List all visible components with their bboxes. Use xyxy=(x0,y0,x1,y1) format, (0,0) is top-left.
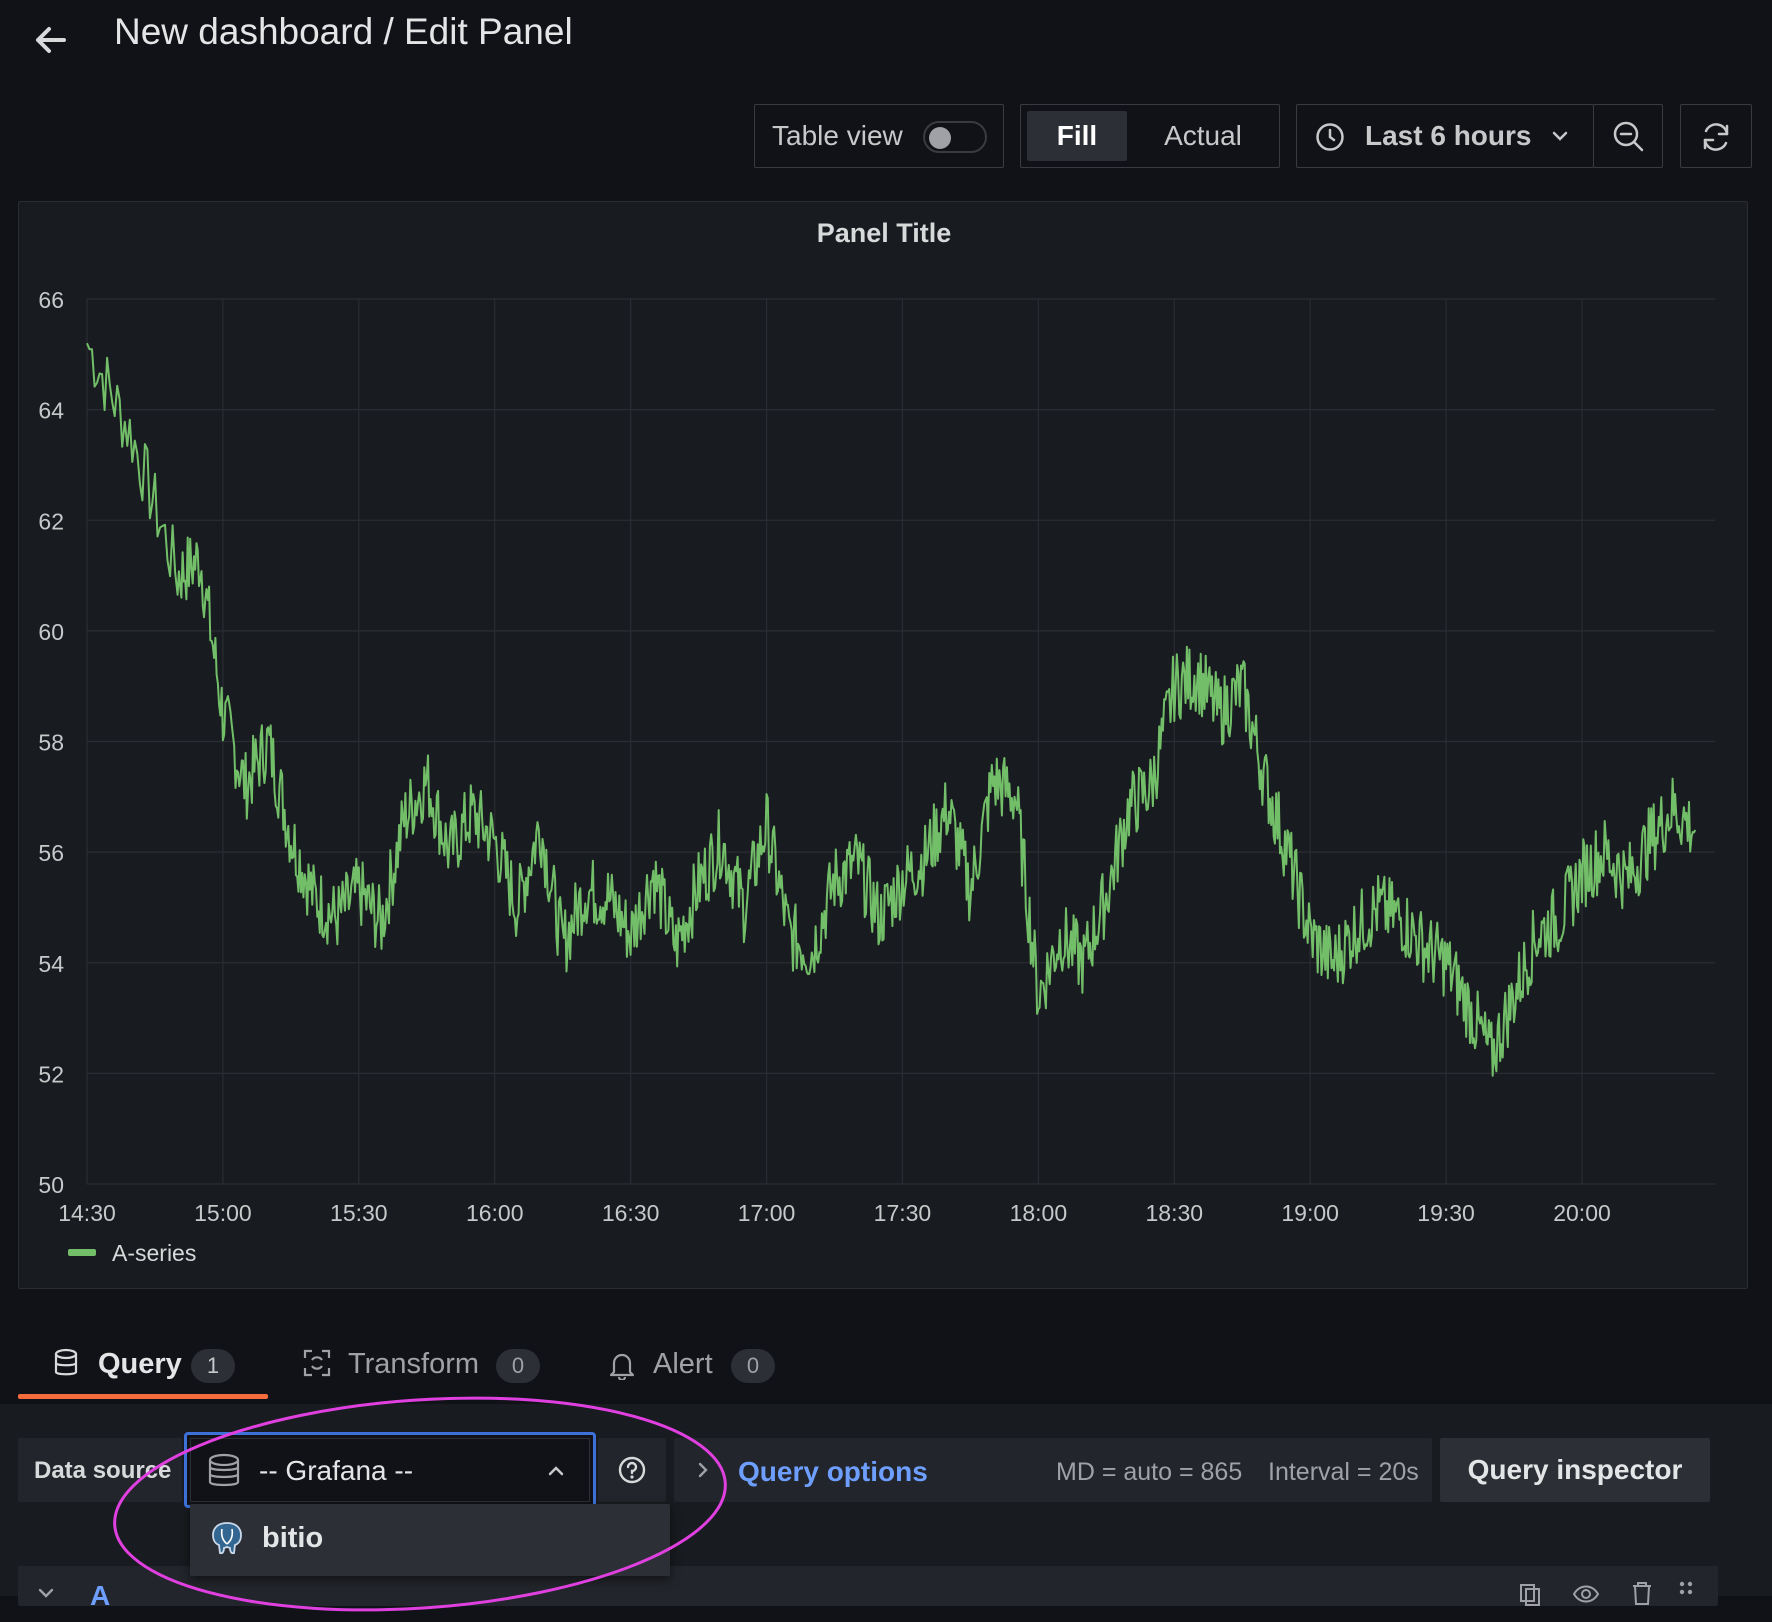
tab-query-label: Query xyxy=(98,1348,182,1380)
database-icon xyxy=(207,1453,241,1489)
tab-alert-label: Alert xyxy=(653,1348,713,1380)
chevron-right-icon[interactable] xyxy=(696,1461,710,1479)
chevron-up-icon xyxy=(547,1463,565,1477)
time-range-label: Last 6 hours xyxy=(1365,120,1532,151)
clock-icon xyxy=(1315,122,1345,152)
actual-button[interactable]: Actual xyxy=(1131,111,1275,161)
panel: Panel Title xyxy=(18,201,1748,1289)
trash-icon[interactable] xyxy=(1630,1580,1654,1606)
duplicate-icon[interactable] xyxy=(1518,1582,1542,1606)
tab-alert[interactable]: Alert 0 xyxy=(605,1340,805,1400)
drag-handle-icon[interactable] xyxy=(1678,1580,1694,1606)
fill-button[interactable]: Fill xyxy=(1027,111,1127,161)
tab-query-count: 1 xyxy=(191,1349,235,1383)
tab-transform-label: Transform xyxy=(348,1348,480,1380)
actual-label: Actual xyxy=(1164,120,1242,151)
help-icon xyxy=(617,1455,647,1485)
tab-transform[interactable]: Transform 0 xyxy=(300,1340,550,1400)
zoom-out-icon xyxy=(1612,120,1646,154)
eye-icon[interactable] xyxy=(1572,1582,1600,1606)
data-source-select[interactable]: -- Grafana -- xyxy=(184,1432,596,1508)
tab-transform-count: 0 xyxy=(496,1349,540,1383)
back-arrow-icon[interactable] xyxy=(30,20,70,60)
collapse-chevron-icon[interactable] xyxy=(38,1588,54,1600)
refresh-icon xyxy=(1699,120,1733,154)
data-source-dropdown-menu: bitio xyxy=(190,1504,670,1576)
data-source-help-button[interactable] xyxy=(598,1438,666,1502)
transform-icon xyxy=(302,1348,332,1378)
tab-alert-count: 0 xyxy=(731,1349,775,1383)
fill-actual-group: Fill Actual xyxy=(1020,104,1280,168)
query-inspector-button[interactable]: Query inspector xyxy=(1440,1438,1710,1502)
data-source-value: -- Grafana -- xyxy=(259,1455,414,1486)
panel-title[interactable]: Panel Title xyxy=(816,218,952,248)
dropdown-option-bitio[interactable]: bitio xyxy=(190,1504,670,1576)
time-range-picker[interactable]: Last 6 hours xyxy=(1296,104,1594,168)
tab-query[interactable]: Query 1 xyxy=(18,1340,268,1400)
page-title: New dashboard / Edit Panel xyxy=(114,11,573,52)
table-view-label: Table view xyxy=(772,120,903,151)
postgresql-icon xyxy=(210,1520,244,1556)
data-source-label: Data source xyxy=(34,1457,172,1484)
table-view-switch[interactable] xyxy=(923,121,987,153)
data-source-label-box: Data source xyxy=(18,1438,182,1502)
max-data-points-text: MD = auto = 865 xyxy=(1056,1458,1243,1486)
refresh-button[interactable] xyxy=(1680,104,1752,168)
database-icon xyxy=(53,1348,79,1378)
query-options-link[interactable]: Query options xyxy=(738,1456,928,1487)
chevron-down-icon xyxy=(1551,129,1569,145)
bell-icon xyxy=(609,1350,635,1380)
fill-label: Fill xyxy=(1056,120,1098,151)
tab-active-underline xyxy=(18,1394,268,1399)
table-view-switch-knob xyxy=(929,127,951,149)
dropdown-option-label: bitio xyxy=(262,1522,324,1554)
zoom-out-button[interactable] xyxy=(1593,104,1663,168)
table-view-toggle-group[interactable]: Table view xyxy=(754,104,1004,168)
query-ref-id[interactable]: A xyxy=(90,1580,111,1611)
query-options-row: Query options MD = auto = 865 Interval =… xyxy=(674,1438,1432,1502)
query-inspector-label: Query inspector xyxy=(1467,1454,1683,1485)
interval-text: Interval = 20s xyxy=(1268,1458,1419,1486)
